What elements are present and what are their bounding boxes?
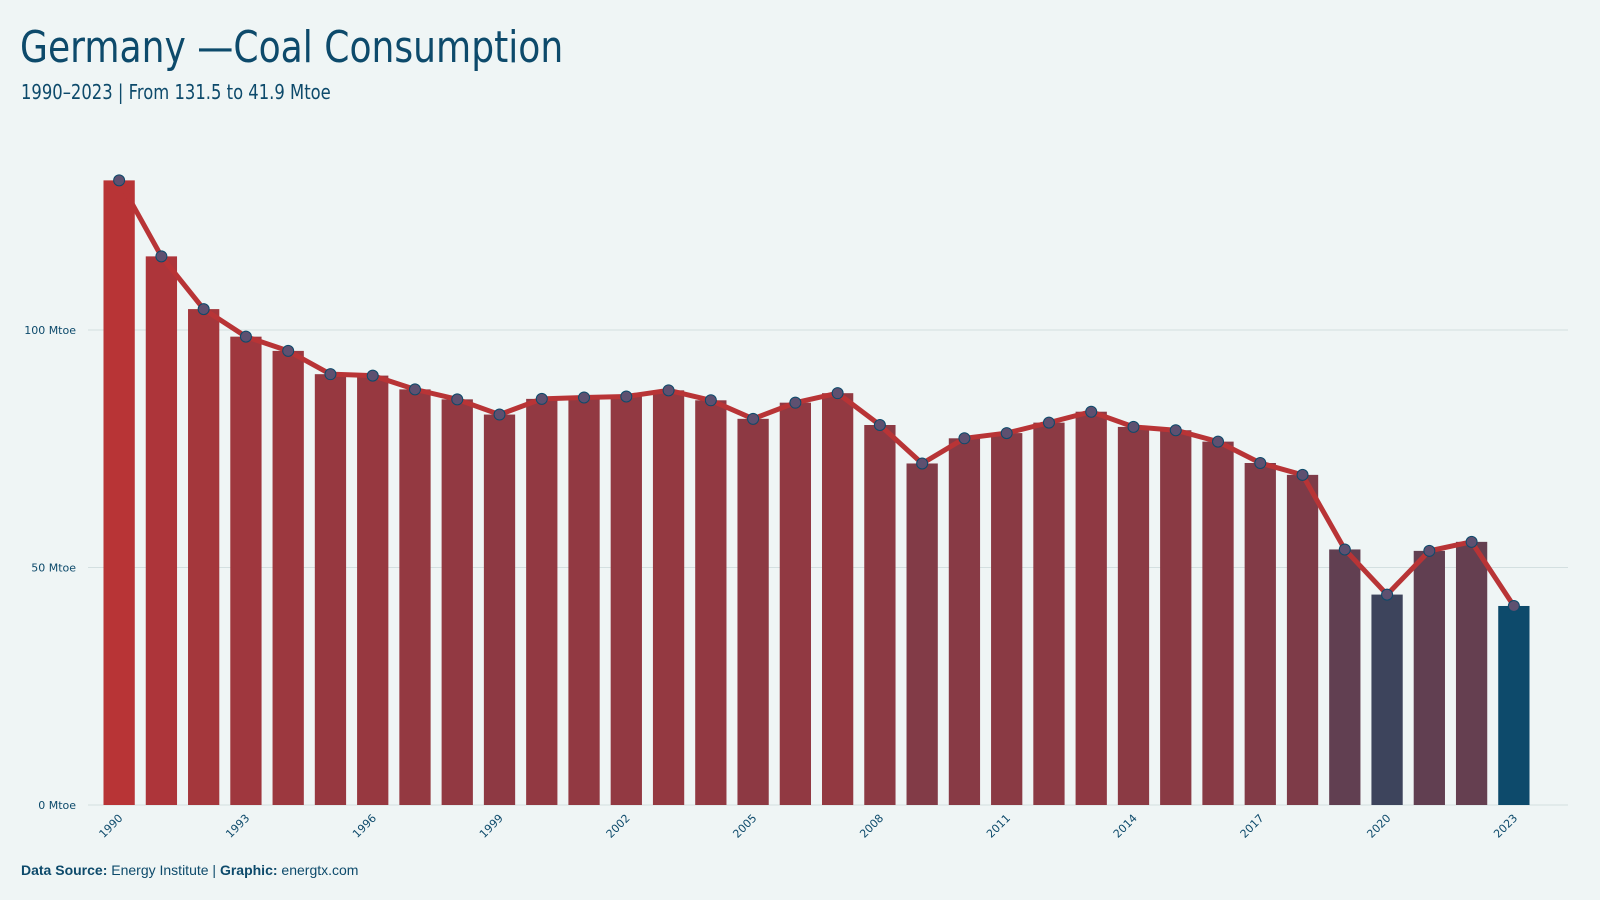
bar (145, 256, 178, 805)
x-tick-label: 2014 (1111, 812, 1140, 841)
bar (1286, 474, 1319, 805)
x-tick-label: 2017 (1238, 812, 1267, 841)
data-point (1212, 435, 1225, 448)
data-point (408, 383, 421, 396)
bar (1244, 463, 1276, 805)
x-tick-label: 1999 (477, 812, 506, 841)
data-point (704, 394, 717, 407)
footer-credits: Data Source: Energy Institute | Graphic:… (21, 862, 358, 878)
x-tick-label: 1996 (350, 812, 379, 841)
data-point (155, 250, 168, 263)
bar (441, 399, 473, 805)
x-tick-label: 2005 (730, 812, 759, 841)
data-point (366, 369, 379, 382)
bar (399, 389, 431, 805)
data-point (493, 408, 506, 421)
data-point (958, 432, 971, 445)
data-point (578, 391, 591, 404)
bar (568, 397, 600, 805)
bar (652, 390, 685, 805)
data-point (1381, 588, 1394, 601)
bar (610, 396, 642, 805)
bar (526, 398, 558, 805)
data-point (535, 392, 548, 405)
x-tick-label: 2008 (857, 812, 886, 841)
y-tick-label: 100 Mtoe (24, 324, 76, 337)
graphic-value: energtx.com (281, 862, 359, 878)
bar (864, 425, 896, 805)
footer-separator: | (212, 862, 217, 878)
bar (1033, 422, 1065, 805)
data-point (747, 412, 760, 425)
source-label: Data Source: (21, 862, 108, 878)
data-point (1296, 468, 1309, 481)
data-point (1254, 457, 1267, 469)
data-point (1127, 420, 1140, 433)
data-point (916, 457, 929, 470)
bar (230, 336, 262, 805)
data-point (1423, 544, 1436, 557)
bar (188, 309, 220, 805)
bar (948, 438, 981, 805)
bar (779, 402, 812, 805)
data-point (1507, 599, 1520, 612)
data-point (831, 387, 844, 400)
data-point (282, 344, 295, 357)
bar (1498, 605, 1530, 805)
bar (1329, 549, 1361, 805)
data-point (873, 419, 886, 431)
chart-subtitle: 1990–2023 | From 131.5 to 41.9 Mtoe (21, 80, 331, 104)
bar (1455, 541, 1488, 805)
data-point (239, 330, 252, 343)
bar (1160, 430, 1192, 805)
y-tick-label: 0 Mtoe (38, 799, 76, 812)
y-tick-label: 50 Mtoe (31, 562, 76, 575)
bar (1413, 550, 1445, 805)
bar (272, 350, 304, 805)
source-value: Energy Institute (111, 862, 209, 878)
bar (357, 375, 389, 805)
bar (1371, 594, 1403, 805)
data-point (197, 303, 210, 316)
bar (737, 418, 769, 805)
bar (314, 374, 347, 805)
bar (1117, 426, 1150, 805)
x-tick-label: 2011 (984, 812, 1013, 841)
bar (483, 414, 516, 805)
data-point (1169, 424, 1182, 437)
bar (906, 463, 938, 805)
x-tick-label: 1990 (97, 812, 126, 841)
data-point (1085, 405, 1098, 418)
x-tick-label: 1993 (223, 812, 252, 841)
x-tick-label: 2020 (1364, 812, 1393, 841)
data-point (662, 384, 675, 397)
data-point (1338, 543, 1351, 556)
data-point (1042, 416, 1055, 429)
data-point (113, 174, 126, 187)
data-point (324, 368, 337, 381)
graphic-label: Graphic: (219, 862, 278, 878)
data-point (1000, 427, 1013, 440)
data-point (451, 393, 464, 406)
bar (695, 400, 727, 805)
data-point (1465, 535, 1478, 548)
data-point (789, 396, 802, 409)
chart-title: Germany —Coal Consumption (20, 22, 564, 73)
x-tick-label: 2002 (604, 812, 633, 841)
bar (1075, 411, 1107, 805)
bar (821, 393, 854, 805)
bar (991, 433, 1023, 805)
bar (103, 180, 135, 805)
data-point (620, 390, 633, 403)
bar (1202, 441, 1234, 805)
series-line (116, 177, 1517, 609)
x-tick-label: 2023 (1491, 812, 1520, 841)
